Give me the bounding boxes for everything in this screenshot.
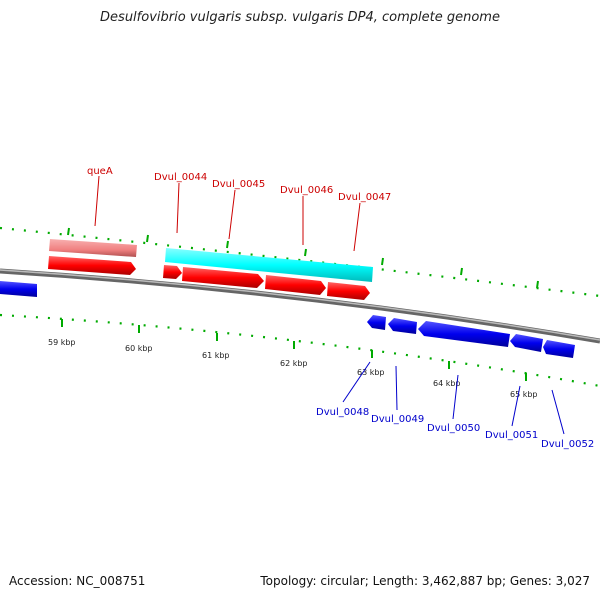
forward-genes (48, 256, 370, 300)
kbp-label: 65 kbp (510, 390, 538, 399)
reverse-gene-labels: Dvul_0048 Dvul_0049 Dvul_0050 Dvul_0051 … (316, 407, 594, 450)
outer-tick (536, 280, 539, 289)
gene-label-dvul-0048[interactable]: Dvul_0048 (316, 407, 369, 418)
leader-line (342, 361, 371, 403)
gene-arrow-dvul-0051[interactable] (510, 334, 543, 352)
kbp-label: 62 kbp (280, 359, 308, 368)
kbp-label: 63 kbp (357, 368, 385, 377)
gene-arrow-dvul-0045[interactable] (182, 267, 264, 288)
kbp-label: 59 kbp (48, 338, 76, 347)
gene-label-queA[interactable]: queA (87, 166, 113, 177)
genome-backbone (0, 268, 600, 344)
gene-arrow-dvul-0049[interactable] (388, 318, 417, 334)
leader-line (176, 182, 180, 234)
kbp-label: 64 kbp (433, 379, 461, 388)
leader-line (395, 365, 398, 411)
gene-arrow-dvul-0048[interactable] (367, 315, 386, 330)
gene-label-dvul-0052[interactable]: Dvul_0052 (541, 439, 594, 450)
inner-tick-track (0, 313, 600, 388)
outer-tick (460, 267, 463, 276)
leader-line (511, 385, 521, 427)
outer-tick (226, 240, 229, 249)
gene-arrow-dvul-0044[interactable] (163, 265, 182, 279)
gene-arrow-dvul-0050[interactable] (418, 321, 510, 347)
kbp-label: 60 kbp (125, 344, 153, 353)
outer-dotted-track (0, 226, 600, 298)
gene-label-dvul-0046[interactable]: Dvul_0046 (280, 185, 333, 196)
gene-label-dvul-0044[interactable]: Dvul_0044 (154, 172, 207, 183)
kbp-label: 61 kbp (202, 351, 230, 360)
outer-tick (304, 248, 307, 257)
forward-gene-labels: queA Dvul_0044 Dvul_0045 Dvul_0046 Dvul_… (87, 166, 391, 203)
map-title: Desulfovibrio vulgaris subsp. vulgaris D… (100, 10, 500, 25)
pseudo-feature-queA[interactable] (49, 239, 137, 257)
genome-backbone-highlight (0, 269, 600, 341)
leader-line (551, 389, 565, 435)
outer-tick-track (0, 226, 600, 298)
outer-tick (381, 257, 384, 266)
gene-arrow-left-offscreen[interactable] (0, 281, 37, 297)
leader-line (353, 202, 361, 252)
gene-arrow-dvul-0046[interactable] (265, 275, 326, 295)
accession-text: Accession: NC_008751 (9, 574, 146, 588)
outer-tick (67, 227, 70, 236)
gene-label-dvul-0051[interactable]: Dvul_0051 (485, 430, 538, 441)
gene-arrow-queA[interactable] (48, 256, 136, 275)
gene-label-dvul-0050[interactable]: Dvul_0050 (427, 423, 480, 434)
inner-dotted-track (0, 313, 600, 388)
reverse-leaders (342, 361, 565, 435)
topology-text: Topology: circular; Length: 3,462,887 bp… (260, 574, 590, 588)
leader-line (452, 374, 459, 420)
outer-tick (146, 234, 149, 243)
gene-label-dvul-0049[interactable]: Dvul_0049 (371, 414, 424, 425)
leader-line (228, 189, 236, 240)
forward-leaders (94, 175, 361, 252)
leader-line (94, 175, 100, 227)
gene-arrow-dvul-0052[interactable] (543, 340, 575, 358)
gene-arrow-dvul-0047[interactable] (327, 282, 370, 300)
reverse-genes (0, 281, 575, 358)
kbp-labels: 59 kbp 60 kbp 61 kbp 62 kbp 63 kbp 64 kb… (48, 338, 538, 399)
gene-label-dvul-0045[interactable]: Dvul_0045 (212, 179, 265, 190)
cds-feature-bar[interactable] (165, 248, 373, 282)
gene-label-dvul-0047[interactable]: Dvul_0047 (338, 192, 391, 203)
